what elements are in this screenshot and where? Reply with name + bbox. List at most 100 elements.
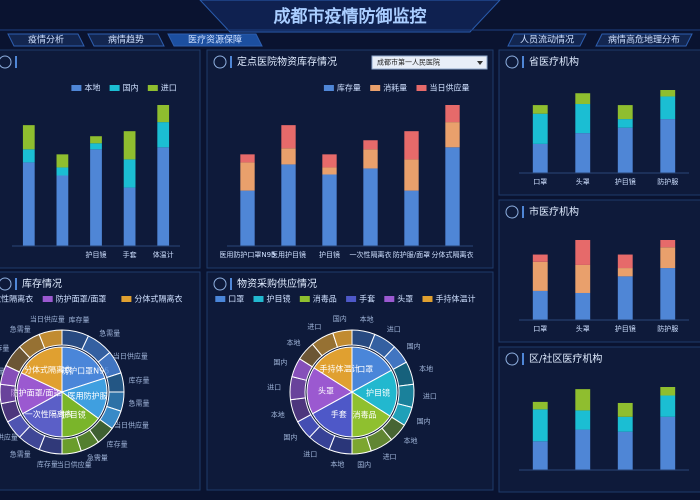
bar-segment [575,389,591,411]
slice-label: 一次性隔离衣 [25,409,73,419]
bar-segment [617,402,633,417]
ring-label: 当日供应量 [0,432,18,441]
panel-icon [213,277,227,291]
ring-label: 进口 [303,450,317,458]
panel-title: 定点医院物资库存情况 [237,55,337,68]
pie-slice [21,391,63,438]
tab[interactable] [507,33,587,47]
ring-label: 库存量 [129,375,150,384]
bar-segment [660,240,676,248]
bar-segment [90,136,102,144]
legend-swatch [253,296,264,302]
panel-title: 库存情况 [22,277,62,290]
ring-label: 库存量 [107,439,128,448]
bar-segment [617,119,633,128]
bar-segment [322,154,337,168]
ring-label: 急需量 [10,325,31,334]
bar-segment [22,125,35,150]
x-tick-label: 分体式隔离衣 [432,250,474,259]
bar-segment [660,387,676,396]
bar-segment [445,105,460,123]
legend-swatch [121,296,132,302]
bar-segment [90,149,102,246]
bar-segment [660,247,676,269]
ring-label: 库存量 [37,460,58,469]
bar-segment [445,147,460,246]
page-title: 成都市疫情防御监控 [274,6,427,27]
bar-segment [575,410,591,430]
bar-segment [281,148,296,165]
x-tick-label: 一次性隔离衣 [350,250,392,259]
ring-label: 当日供应量 [113,351,148,360]
legend-swatch [71,85,82,91]
legend-swatch [299,296,310,302]
legend-label: 本地 [84,83,100,93]
slice-label: 手套 [331,409,347,419]
ring-label: 本地 [404,436,418,445]
bar-segment [575,429,591,470]
ring-label: 进口 [387,326,401,334]
tab-label: 病情高危地理分布 [608,34,680,46]
x-tick-label: 医用护目镜 [271,250,306,259]
tab[interactable] [595,33,693,47]
bar-segment [575,292,591,320]
legend-swatch [422,296,433,302]
bar-segment [157,105,170,123]
ring-label: 国内 [407,342,421,351]
bar-segment [532,254,548,262]
tab[interactable] [87,33,165,47]
bar-segment [532,261,548,291]
legend-swatch [215,296,226,302]
bar-segment [404,190,419,246]
slice-label: 护目镜 [62,410,86,420]
bar-segment [445,122,460,148]
bar-segment [363,149,378,169]
slice-label: 口罩 [357,365,373,374]
panel-icon [0,55,12,69]
ring-slice [0,383,17,405]
x-tick-label: 护目镜 [319,250,340,259]
legend-label: 国内 [123,83,139,93]
x-tick-label: 口罩 [533,325,547,333]
x-tick-label: 头罩 [576,324,590,333]
legend-swatch [109,85,120,91]
x-tick-label: 防护服 [657,177,678,186]
x-tick-label: 护目镜 [615,324,636,333]
x-tick-label: 头罩 [576,177,590,186]
panel-icon [505,205,519,219]
legend-label: 护目镜 [267,294,291,304]
legend-label: 手套 [359,294,375,304]
ring-label: 国内 [417,416,431,425]
bar-segment [281,164,296,246]
slice-label: 医用防护口罩N95 [45,365,109,375]
pie-slice [306,367,353,415]
bar-segment [240,162,255,191]
ring-label: 国内 [357,460,371,469]
pie-slice [351,346,393,393]
ring-label: 库存量 [0,344,9,353]
x-tick-label: 护目镜 [86,250,107,259]
tab[interactable] [167,33,263,47]
tab[interactable] [7,33,85,47]
bar-segment [532,409,548,442]
dropdown[interactable] [371,55,488,70]
ring-slice [332,329,353,348]
legend-swatch [384,296,395,302]
pie-slice [20,346,63,393]
bar-segment [22,149,35,163]
slice-label: 防护面罩/面罩 [11,387,62,397]
legend-swatch [323,85,334,91]
legend-label: 当日供应量 [430,83,470,93]
bar-segment [660,395,676,417]
bar-segment [660,90,676,97]
ring-label: 本地 [286,338,300,347]
legend-label: 口罩 [228,295,244,304]
bar-segment [123,131,136,160]
bar-segment [532,401,548,410]
ring-label: 当日供应量 [57,460,92,469]
ring-label: 本地 [360,314,374,323]
ring-label: 急需量 [129,399,150,408]
ring-label: 当日供应量 [0,366,5,375]
slice-label: 手持体温计 [319,364,359,374]
